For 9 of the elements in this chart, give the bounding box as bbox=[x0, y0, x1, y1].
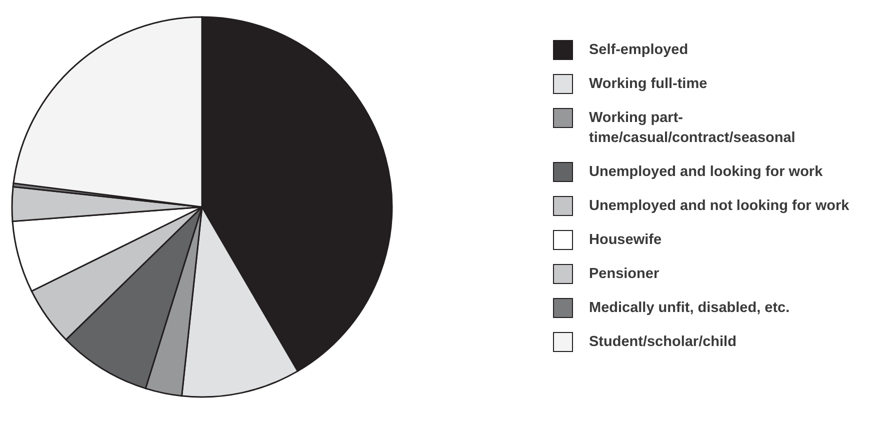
legend-label: Student/scholar/child bbox=[589, 333, 736, 352]
legend-label: Unemployed and looking for work bbox=[589, 163, 823, 182]
legend-label: Working full-time bbox=[589, 75, 708, 94]
legend-label: Self-employed bbox=[589, 41, 688, 60]
legend-label: Working part-time/casual/contract/seasonal bbox=[589, 109, 796, 148]
legend-label: Housewife bbox=[589, 231, 662, 250]
legend-label: Pensioner bbox=[589, 265, 660, 284]
legend-label: Unemployed and not looking for work bbox=[589, 197, 850, 216]
legend-label: Medically unfit, disabled, etc. bbox=[589, 299, 790, 318]
